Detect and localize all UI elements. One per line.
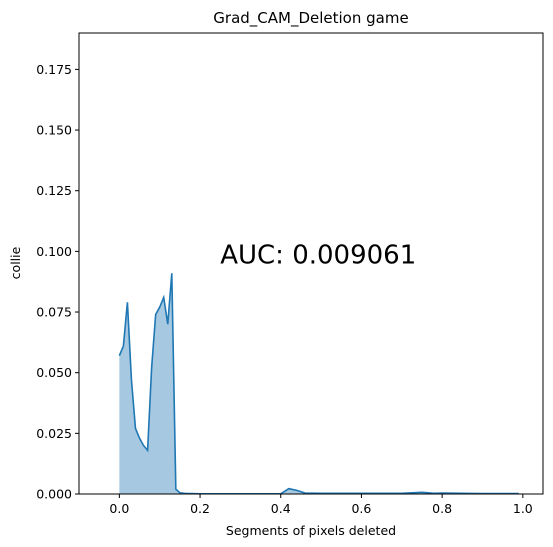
- y-tick-label: 0.050: [36, 365, 72, 380]
- y-tick-label: 0.075: [36, 305, 72, 320]
- x-tick-label: 0.2: [190, 501, 210, 516]
- x-tick-label: 0.8: [432, 501, 452, 516]
- y-tick-label: 0.125: [36, 183, 72, 198]
- plot-frame: [78, 32, 544, 495]
- series-line: [118, 273, 519, 495]
- plot-area: [118, 273, 519, 495]
- x-axis-label: Segments of pixels deleted: [226, 523, 396, 538]
- auc-annotation: AUC: 0.009061: [220, 241, 416, 271]
- y-tick-label: 0.000: [36, 487, 72, 502]
- chart-title: Grad_CAM_Deletion game: [213, 9, 408, 28]
- series-area: [119, 273, 519, 494]
- x-tick-label: 0.6: [351, 501, 371, 516]
- y-tick-label: 0.150: [36, 123, 72, 138]
- y-tick-label: 0.100: [36, 244, 72, 259]
- y-axis: 0.000 0.025 0.050 0.075 0.100 0.125 0.150 0.175: [36, 62, 79, 502]
- y-tick-label: 0.175: [36, 62, 72, 77]
- x-tick-label: 0.4: [271, 501, 291, 516]
- x-axis: 0.0 0.2 0.4 0.6 0.8 1.0: [109, 494, 533, 516]
- x-tick-label: 1.0: [513, 501, 533, 516]
- y-tick-label: 0.025: [36, 426, 72, 441]
- x-tick-label: 0.0: [109, 501, 129, 516]
- y-axis-label: collie: [8, 246, 23, 279]
